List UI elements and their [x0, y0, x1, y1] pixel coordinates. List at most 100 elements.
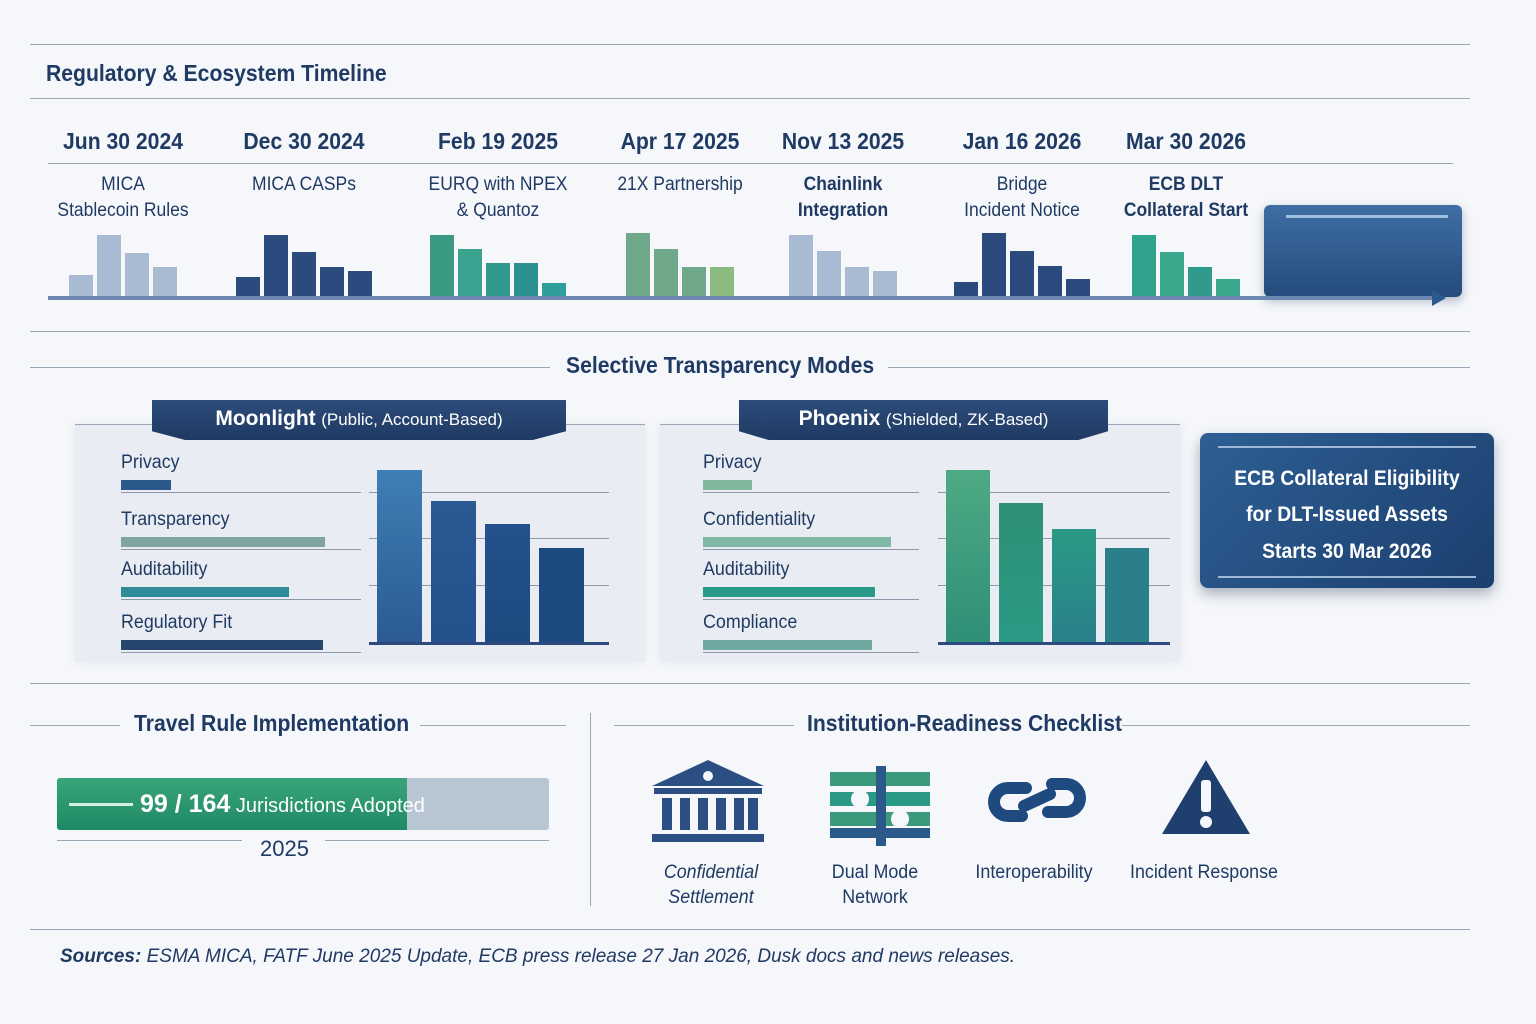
moonlight-bar: [431, 501, 476, 643]
sources-text: ESMA MICA, FATF June 2025 Update, ECB pr…: [146, 946, 1016, 967]
checklist-rule-right: [1122, 725, 1470, 726]
progress-accent-line: [69, 803, 133, 806]
phoenix-metric-bar: [703, 587, 875, 597]
timeline-bar: [348, 271, 372, 297]
timeline-event-label: MICA Stablecoin Rules: [40, 172, 206, 224]
timeline-end-box: [1264, 205, 1462, 297]
timeline-bar: [69, 275, 93, 297]
timeline-bar: [1160, 252, 1184, 297]
checklist-label-1: Confidential Settlement: [663, 862, 759, 908]
timeline-bar: [845, 267, 869, 297]
timeline-bar: [710, 267, 734, 297]
moonlight-metric-rule: [121, 492, 361, 493]
timeline-bar: [97, 235, 121, 297]
checklist-title: Institution-Readiness Checklist: [807, 710, 1123, 736]
callout-line-3: Starts 30 Mar 2026: [1262, 540, 1432, 563]
moonlight-metric-rule: [121, 549, 361, 550]
phoenix-metric-bar: [703, 640, 873, 650]
checklist-label-2b: Network: [842, 887, 908, 908]
moonlight-metric-label: Auditability: [121, 559, 208, 580]
moonlight-metric-bar: [121, 640, 323, 650]
checklist-label-3: Interoperability: [975, 862, 1093, 883]
timeline-event-line2: Stablecoin Rules: [57, 200, 189, 221]
dual-mode-icon: [830, 766, 930, 846]
timeline-event-label: Chainlink Integration: [760, 172, 926, 224]
timeline-bar: [1132, 235, 1156, 297]
moonlight-bar: [539, 547, 584, 643]
sources-note: Sources: ESMA MICA, FATF June 2025 Updat…: [60, 946, 1015, 968]
timeline-bar: [873, 271, 897, 297]
timeline-event-line2: Collateral Start: [1123, 200, 1249, 221]
phoenix-metric-label: Auditability: [703, 559, 790, 580]
timeline-bar: [654, 249, 678, 297]
callout-line-1: ECB Collateral Eligibility: [1234, 467, 1460, 490]
moonlight-metric-label: Privacy: [121, 452, 180, 473]
phoenix-metric-rule: [703, 652, 919, 653]
callout-rule-top: [1218, 446, 1476, 448]
timeline-event-line1: EURQ with NPEX: [428, 174, 568, 195]
timeline-event-line1: 21X Partnership: [617, 174, 743, 195]
phoenix-bar: [999, 502, 1043, 643]
timeline-bar: [458, 249, 482, 297]
moonlight-subtitle: (Public, Account-Based): [321, 410, 503, 429]
timeline-bar: [789, 235, 813, 297]
timeline-bar: [954, 282, 978, 297]
timeline-date: Jun 30 2024: [62, 128, 183, 154]
timeline-event-line1: ECB DLT: [1148, 174, 1224, 195]
moonlight-bar: [377, 470, 422, 643]
timeline-arrow-icon: [1432, 290, 1446, 306]
warning-icon: [1162, 760, 1250, 834]
timeline-bar: [264, 235, 288, 297]
callout-rule-bottom: [1218, 576, 1476, 578]
timeline-event-label: 21X Partnership: [597, 172, 763, 198]
timeline-bar: [982, 233, 1006, 297]
timeline-event-label: ECB DLT Collateral Start: [1103, 172, 1269, 224]
phoenix-metric-label: Compliance: [703, 612, 798, 633]
timeline-event-label: EURQ with NPEX & Quantoz: [415, 172, 581, 224]
timeline-bar: [320, 267, 344, 297]
timeline-bar: [817, 251, 841, 297]
phoenix-metric-rule: [703, 492, 919, 493]
phoenix-metric-label: Confidentiality: [703, 509, 816, 530]
moonlight-metric-bar: [121, 537, 325, 547]
checklist-label-2a: Dual Mode: [831, 862, 919, 883]
travel-rule-rule-left: [30, 725, 120, 726]
timeline-date: Apr 17 2025: [620, 128, 740, 154]
phoenix-metric-label: Privacy: [703, 452, 762, 473]
travel-rule-value: 99 / 164: [140, 790, 231, 818]
year-rule-right: [325, 840, 549, 841]
phoenix-metric-rule: [703, 599, 919, 600]
top-divider: [30, 44, 1470, 45]
timeline-bar: [542, 283, 566, 297]
timeline-bar: [514, 263, 538, 297]
timeline-bar: [153, 267, 177, 297]
timeline-date: Jan 16 2026: [962, 128, 1082, 154]
section-divider-1: [30, 331, 1470, 332]
timeline-event-label: Bridge Incident Notice: [939, 172, 1105, 224]
chain-link-icon: [988, 778, 1086, 822]
timeline-bar: [1216, 279, 1240, 297]
phoenix-metric-bar: [703, 537, 891, 547]
moonlight-metric-label: Regulatory Fit: [121, 612, 233, 633]
checklist-item-label: Interoperability: [945, 860, 1124, 885]
timeline-bar: [1010, 251, 1034, 297]
timeline-bar: [626, 233, 650, 297]
callout-line-2: for DLT-Issued Assets: [1246, 503, 1448, 526]
timeline-event-line2: & Quantoz: [456, 200, 540, 221]
checklist-item-label: Incident Response: [1115, 860, 1294, 885]
moonlight-metric-label: Transparency: [121, 509, 230, 530]
transparency-title-rule-right: [888, 367, 1470, 368]
timeline-date: Mar 30 2026: [1125, 128, 1247, 154]
bank-icon: [652, 760, 764, 842]
timeline-event-line1: Bridge: [996, 174, 1048, 195]
phoenix-header: Phoenix (Shielded, ZK-Based): [739, 400, 1108, 440]
moonlight-header: Moonlight (Public, Account-Based): [152, 400, 566, 440]
timeline-title-divider: [30, 98, 1470, 99]
ecb-callout: ECB Collateral Eligibility for DLT-Issue…: [1200, 433, 1494, 588]
timeline-end-box-line: [1286, 215, 1448, 218]
timeline-bar: [1066, 279, 1090, 297]
phoenix-metric-bar: [703, 480, 753, 490]
timeline-title: Regulatory & Ecosystem Timeline: [46, 60, 387, 86]
timeline-bar: [292, 252, 316, 297]
timeline-axis: [48, 296, 1443, 300]
